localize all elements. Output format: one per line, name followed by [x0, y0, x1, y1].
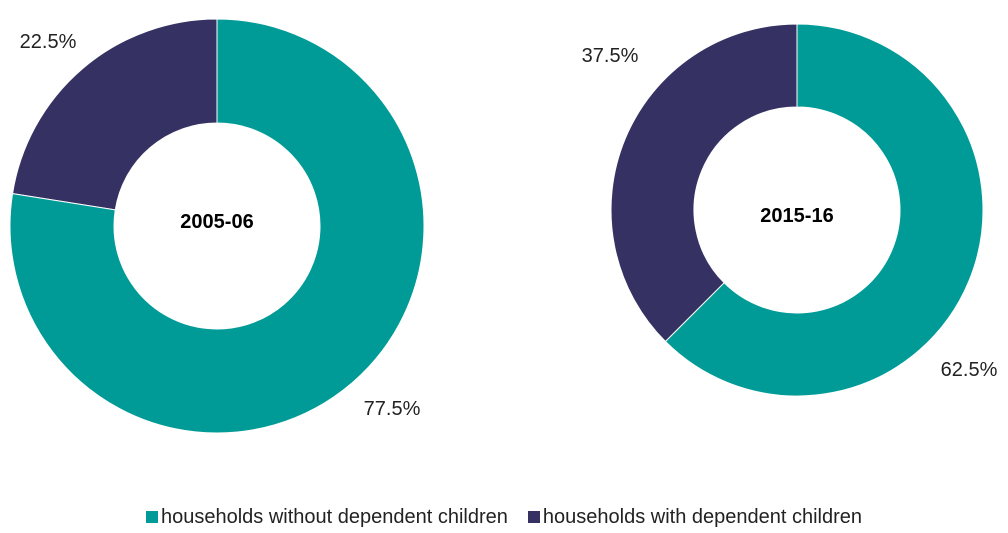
data-label-without-children-2015-16: 62.5% [941, 359, 998, 381]
data-label-with-children-2005-06: 22.5% [20, 31, 77, 53]
donut-slice-without-children-2005-06 [9, 18, 425, 434]
data-label-without-children-2005-06: 77.5% [364, 398, 421, 420]
legend-swatch-with-children [527, 511, 540, 523]
center-label-2015-16: 2015-16 [760, 205, 833, 227]
donut-chart-2015-16: 2015-16 62.5% 37.5% [582, 23, 998, 397]
data-label-with-children-2015-16: 37.5% [582, 45, 639, 67]
donut-slice-without-children-2015-16 [664, 23, 984, 397]
donut-chart-2005-06: 2005-06 77.5% 22.5% [9, 18, 425, 434]
legend-item-without-children: households without dependent children [145, 506, 508, 528]
donut-slice-with-children-2005-06 [11, 18, 218, 211]
legend-label-with-children: households with dependent children [542, 506, 863, 528]
legend-label-without-children: households without dependent children [160, 506, 508, 528]
legend-swatch-without-children [145, 511, 158, 523]
legend: households without dependent children ho… [0, 506, 1008, 528]
center-label-2005-06: 2005-06 [180, 211, 253, 233]
legend-item-with-children: households with dependent children [527, 506, 863, 528]
donut-slice-with-children-2015-16 [610, 23, 798, 343]
